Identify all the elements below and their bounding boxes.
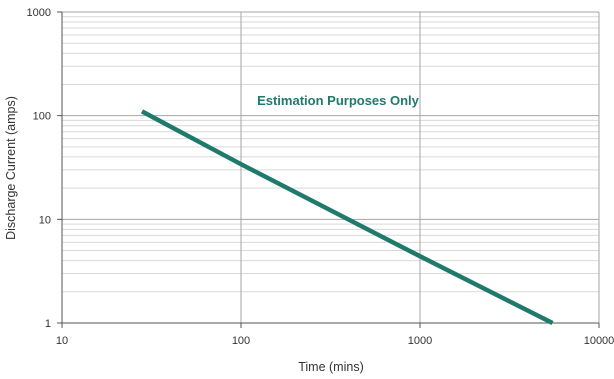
y-tick-label: 10 bbox=[39, 214, 51, 226]
x-tick-label: 100 bbox=[232, 335, 250, 347]
axes bbox=[57, 11, 600, 328]
x-tick-label: 10000 bbox=[584, 335, 614, 347]
y-tick-label: 1 bbox=[45, 318, 51, 330]
x-axis-label: Time (mins) bbox=[298, 360, 364, 374]
y-axis-label: Discharge Current (amps) bbox=[4, 96, 18, 240]
series-layer bbox=[140, 109, 554, 326]
series-line bbox=[140, 109, 554, 326]
tick-labels: 1 10 100 1000 10 100 1000 10000 bbox=[27, 7, 614, 347]
x-tick-label: 1000 bbox=[408, 335, 432, 347]
annotation-text: Estimation Purposes Only bbox=[257, 93, 420, 108]
grid-lines bbox=[61, 11, 600, 324]
x-tick-label: 10 bbox=[56, 335, 68, 347]
y-tick-label: 100 bbox=[33, 111, 51, 123]
y-tick-label: 1000 bbox=[27, 7, 51, 19]
